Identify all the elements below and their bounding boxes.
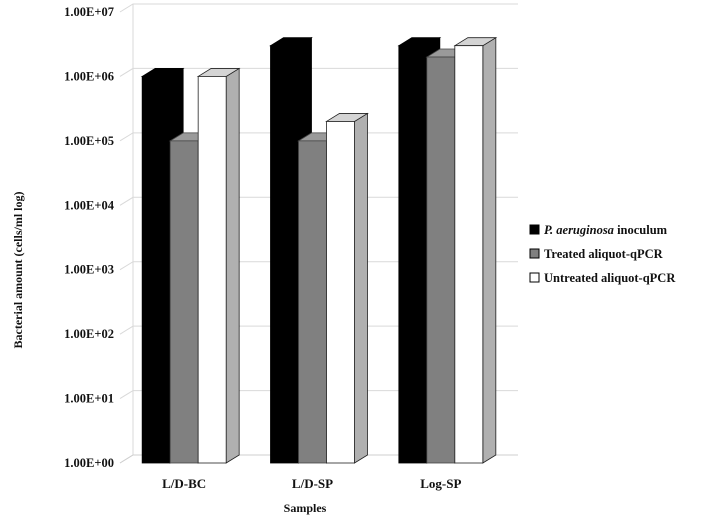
gridlines [119, 3, 518, 464]
legend-label: Untreated aliquot-qPCR [544, 271, 676, 285]
y-tick-label: 1.00E+04 [64, 198, 115, 212]
x-category-label: L/D-SP [292, 476, 333, 491]
bar-side [354, 112, 368, 464]
y-tick-label: 1.00E+01 [64, 392, 114, 406]
legend-swatch [529, 248, 540, 259]
bar-side [225, 67, 240, 464]
bar-front [298, 140, 327, 464]
y-tick-label: 1.00E+03 [64, 263, 114, 277]
x-category-labels: L/D-BC L/D-SP Log-SP [162, 476, 461, 491]
bar [325, 112, 369, 464]
y-tick-label: 1.00E+02 [64, 327, 114, 341]
legend-label: Treated aliquot-qPCR [544, 247, 664, 261]
legend-swatch [529, 224, 540, 235]
bar-front [197, 76, 227, 464]
x-category-label: Log-SP [420, 476, 461, 491]
bar-front [326, 121, 355, 464]
bar [196, 67, 241, 464]
bar-front [270, 45, 299, 464]
x-axis-title: Samples [284, 501, 327, 515]
legend-label: P. aeruginosa inoculum [544, 223, 668, 237]
gridline [119, 3, 518, 13]
bar-front [141, 76, 171, 464]
y-axis-title: Bacterial amount (cells/ml log) [11, 192, 25, 349]
y-tick-label: 1.00E+06 [64, 69, 114, 83]
bar-side [482, 36, 497, 464]
bars [140, 36, 498, 464]
legend-item: Treated aliquot-qPCR [529, 247, 664, 261]
legend: P. aeruginosa inoculum Treated aliquot-qP… [529, 223, 676, 285]
bar-front [454, 45, 484, 464]
bar-front [426, 56, 456, 464]
legend-item: Untreated aliquot-qPCR [529, 271, 676, 285]
floor-edge [119, 454, 518, 464]
legend-swatch [529, 272, 540, 283]
legend-item: P. aeruginosa inoculum [529, 223, 668, 237]
y-tick-label: 1.00E+00 [64, 456, 114, 470]
bar-front [169, 140, 199, 464]
bar [453, 36, 498, 464]
y-tick-labels: 1.00E+00 1.00E+01 1.00E+02 1.00E+03 1.00E+04… [64, 5, 115, 470]
y-tick-label: 1.00E+05 [64, 134, 114, 148]
x-category-label: L/D-BC [162, 476, 206, 491]
bar-front [398, 45, 428, 464]
y-tick-label: 1.00E+07 [64, 5, 114, 19]
